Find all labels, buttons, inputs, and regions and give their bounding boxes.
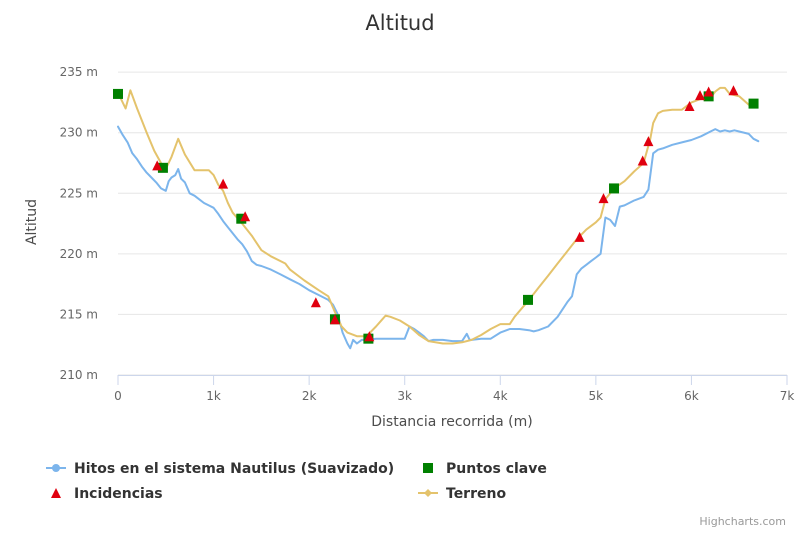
axes: 210 m 215 m 220 m 225 m 230 m 235 m 0 1k 2k 3k 4k 5… [60, 65, 795, 403]
key-point-marker[interactable] [523, 294, 534, 305]
incident-marker[interactable] [684, 101, 695, 112]
incident-marker[interactable] [598, 193, 609, 204]
grid-lines [118, 71, 787, 376]
incident-marker[interactable] [728, 85, 739, 96]
legend-symbol [423, 463, 433, 473]
y-axis-title: Altitud [24, 199, 40, 245]
x-tick-label: 0 [114, 389, 122, 403]
series-3 [117, 86, 755, 345]
legend-symbol [424, 489, 432, 497]
incident-marker[interactable] [364, 331, 375, 342]
x-axis-title: Distancia recorrida (m) [371, 414, 532, 430]
y-tick-label: 235 m [60, 65, 98, 79]
legend-item[interactable]: Hitos en el sistema Nautilus (Suavizado) [46, 461, 394, 477]
incident-marker[interactable] [329, 314, 340, 325]
x-tick-label: 7k [780, 389, 795, 403]
incident-marker[interactable] [310, 297, 321, 308]
legend-item[interactable]: Incidencias [51, 486, 163, 502]
incident-marker[interactable] [218, 178, 229, 189]
x-tick-label: 2k [302, 389, 317, 403]
legend-label: Hitos en el sistema Nautilus (Suavizado) [74, 461, 394, 477]
x-tick-label: 4k [493, 389, 508, 403]
credits-link[interactable]: Highcharts.com [699, 515, 786, 528]
key-point-marker[interactable] [748, 98, 759, 109]
key-point-marker[interactable] [609, 183, 620, 194]
incident-marker[interactable] [574, 231, 585, 242]
legend-symbol [51, 488, 61, 498]
legend-item[interactable]: Puntos clave [423, 461, 547, 477]
chart-title: Altitud [365, 11, 434, 35]
series-0 [117, 125, 760, 350]
y-tick-label: 220 m [60, 247, 98, 261]
legend: Hitos en el sistema Nautilus (Suavizado)… [46, 461, 547, 502]
legend-label: Terreno [446, 486, 506, 502]
key-point-marker[interactable] [113, 88, 123, 99]
incident-marker[interactable] [695, 90, 706, 101]
y-tick-label: 215 m [60, 307, 98, 321]
incident-marker[interactable] [637, 155, 648, 166]
y-tick-label: 225 m [60, 186, 98, 200]
legend-item[interactable]: Terreno [418, 486, 506, 502]
series-line[interactable] [117, 125, 760, 350]
incident-marker[interactable] [152, 160, 163, 171]
series-1 [113, 88, 759, 344]
series-layer [113, 85, 760, 350]
series-2 [152, 85, 739, 342]
x-tick-label: 3k [397, 389, 412, 403]
key-point-marker[interactable] [157, 162, 168, 173]
legend-label: Puntos clave [446, 461, 547, 477]
incident-marker[interactable] [240, 211, 251, 222]
incident-marker[interactable] [703, 86, 714, 97]
y-tick-label: 210 m [60, 368, 98, 382]
legend-symbol [52, 464, 60, 472]
series-line[interactable] [117, 86, 755, 345]
x-tick-label: 1k [206, 389, 221, 403]
key-point-marker[interactable] [236, 213, 247, 224]
y-tick-label: 230 m [60, 126, 98, 140]
legend-label: Incidencias [74, 486, 163, 502]
x-tick-label: 6k [684, 389, 699, 403]
incident-marker[interactable] [643, 136, 654, 147]
x-tick-label: 5k [589, 389, 604, 403]
